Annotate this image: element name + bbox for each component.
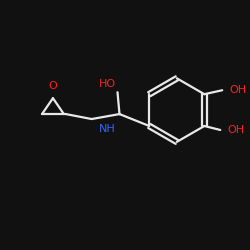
Text: HO: HO [98, 79, 116, 89]
Text: O: O [48, 81, 57, 91]
Text: OH: OH [229, 85, 246, 95]
Text: OH: OH [227, 125, 244, 135]
Text: NH: NH [99, 124, 116, 134]
